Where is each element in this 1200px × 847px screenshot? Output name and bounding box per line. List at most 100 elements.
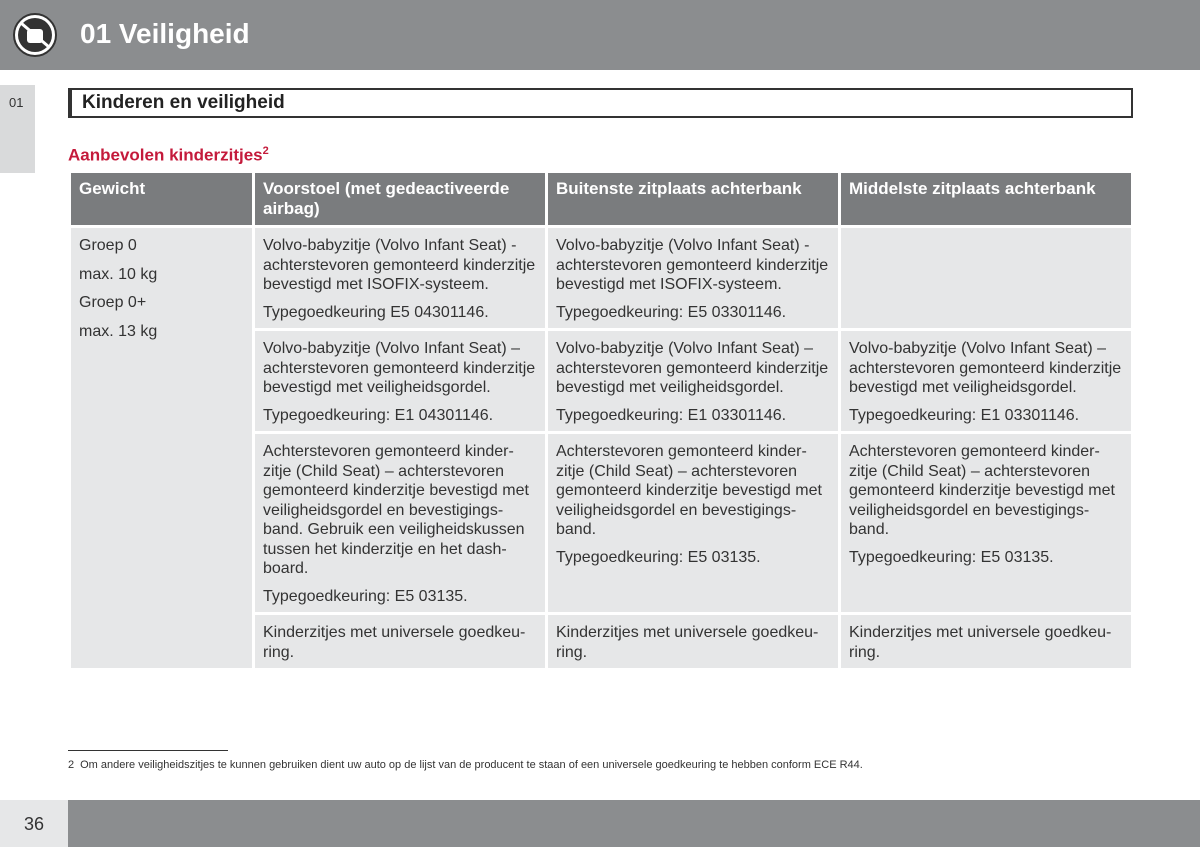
column-header: Gewicht bbox=[68, 170, 255, 228]
table-cell bbox=[838, 225, 1134, 331]
heading: Kinderen en veiligheid bbox=[82, 92, 285, 113]
paragraph: Typegoedkeuring: E1 04301146. bbox=[263, 406, 537, 426]
text-line: gemonteerd kinderzitje bevestigd met bbox=[556, 482, 822, 499]
text-line: gemonteerd kinderzitje bevestigd met bbox=[263, 482, 529, 499]
text-line: bevestigd met veiligheidsgordel. bbox=[849, 379, 1077, 396]
table-cell: Achterstevoren gemonteerd kinder-zitje (… bbox=[545, 431, 841, 615]
subtitle-text: Aanbevolen kinderzitjes bbox=[68, 145, 263, 165]
text-line: Typegoedkeuring: E5 03301146. bbox=[556, 303, 787, 321]
paragraph: Volvo-babyzitje (Volvo Infant Seat) – ach… bbox=[556, 339, 830, 398]
text-line: Typegoedkeuring: E1 03301146. bbox=[849, 406, 1080, 424]
text-line: zitje (Child Seat) – achterstevoren bbox=[849, 462, 1090, 480]
text-line: zitje (Child Seat) – achterstevoren bbox=[263, 462, 504, 480]
paragraph: Volvo-babyzitje (Volvo Infant Seat) - ach… bbox=[263, 236, 537, 295]
table-cell: Kinderzitjes met universele goedkeu-ring… bbox=[838, 612, 1134, 671]
text-line: bevestigd met veiligheidsgordel. bbox=[556, 379, 784, 396]
subtitle: Aanbevolen kinderzitjes2 bbox=[68, 145, 269, 166]
text-line: tussen het kinderzitje en het dash- bbox=[263, 540, 507, 558]
footnote-mark: 2 bbox=[68, 759, 75, 771]
footnote-ref: 2 bbox=[262, 145, 269, 157]
paragraph: Typegoedkeuring: E5 03135. bbox=[263, 587, 537, 607]
paragraph: Typegoedkeuring: E5 03301146. bbox=[556, 303, 830, 323]
paragraph: Typegoedkeuring: E5 03135. bbox=[556, 548, 830, 568]
paragraph: Groep 0 bbox=[79, 236, 244, 256]
text-line: ring. bbox=[849, 643, 881, 661]
text-line: band. bbox=[849, 521, 890, 538]
text-line: achterstevoren gemonteerd kinderzitje bbox=[849, 359, 1122, 377]
table-cell: Achterstevoren gemonteerd kinder-zitje (… bbox=[838, 431, 1134, 615]
table-row: Groep 0 max. 10 kg Groep 0+ max. 13 kg Volvo… bbox=[68, 225, 1134, 671]
paragraph: Groep 0+ bbox=[79, 293, 244, 313]
table-cell: Volvo-babyzitje (Volvo Infant Seat) – ach… bbox=[545, 328, 841, 434]
text-line: Typegoedkeuring: E1 04301146. bbox=[263, 406, 494, 424]
paragraph: Volvo-babyzitje (Volvo Infant Seat) – ach… bbox=[849, 339, 1123, 398]
paragraph: Kinderzitjes met universele goedkeu-ring… bbox=[849, 623, 1123, 662]
paragraph: Typegoedkeuring E5 04301146. bbox=[263, 303, 537, 323]
text-line: Typegoedkeuring: E5 03135. bbox=[556, 548, 761, 566]
safety-icon bbox=[13, 13, 57, 57]
text-line: Typegoedkeuring: E5 03135. bbox=[849, 548, 1054, 566]
footnote-text: Om andere veiligheidszitjes te kunnen ge… bbox=[80, 759, 863, 771]
text-line: Kinderzitjes met universele goedkeu- bbox=[556, 624, 819, 641]
text-line: Volvo-babyzitje (Volvo Infant Seat) - bbox=[263, 237, 517, 254]
text-line: Groep 0+ bbox=[79, 294, 147, 311]
text-line: zitje (Child Seat) – achterstevoren bbox=[556, 462, 797, 480]
text-line: Volvo-babyzitje (Volvo Infant Seat) – bbox=[556, 340, 814, 357]
text-line: gemonteerd kinderzitje bevestigd met bbox=[849, 482, 1115, 499]
weight-cell: Groep 0 max. 10 kg Groep 0+ max. 13 kg bbox=[68, 225, 255, 671]
paragraph: max. 10 kg bbox=[79, 265, 244, 285]
table-cell: Kinderzitjes met universele goedkeu-ring… bbox=[252, 612, 548, 671]
text-line: max. 13 kg bbox=[79, 322, 158, 340]
text-line: achterstevoren gemonteerd kinderzitje bbox=[556, 359, 829, 377]
paragraph: Typegoedkeuring: E1 03301146. bbox=[849, 406, 1123, 426]
text-line: achterstevoren gemonteerd kinderzitje bbox=[263, 359, 536, 377]
text-line: Achterstevoren gemonteerd kinder- bbox=[556, 443, 807, 460]
text-line: Typegoedkeuring E5 04301146. bbox=[263, 303, 489, 321]
tab-label: 01 bbox=[9, 95, 24, 110]
footnote: 2 Om andere veiligheidszitjes te kunnen g… bbox=[68, 759, 863, 771]
text-line: bevestigd met ISOFIX-systeem. bbox=[263, 276, 489, 293]
table-cell: Achterstevoren gemonteerd kinder-zitje (… bbox=[252, 431, 548, 615]
table-cell: Volvo-babyzitje (Volvo Infant Seat) – ach… bbox=[838, 328, 1134, 434]
chapter-tab: 01 bbox=[0, 85, 35, 173]
text-line: Achterstevoren gemonteerd kinder- bbox=[263, 443, 514, 460]
text-line: Typegoedkeuring: E5 03135. bbox=[263, 587, 468, 605]
text-line: bevestigd met veiligheidsgordel. bbox=[263, 379, 491, 396]
paragraph: Kinderzitjes met universele goedkeu-ring… bbox=[263, 623, 537, 662]
text-line: ring. bbox=[556, 643, 588, 661]
text-line: Typegoedkeuring: E1 03301146. bbox=[556, 406, 787, 424]
page-corner bbox=[0, 800, 68, 847]
text-line: max. 10 kg bbox=[79, 265, 158, 283]
paragraph: Achterstevoren gemonteerd kinder-zitje (… bbox=[556, 442, 830, 540]
column-header: Voorstoel (met gedeactiveerde airbag) bbox=[252, 170, 548, 228]
text-line: band. bbox=[556, 521, 597, 538]
text-line: board. bbox=[263, 560, 309, 577]
text-line: veiligheidsgordel en bevestigings- bbox=[556, 501, 797, 519]
table-row: Kinderzitjes met universele goedkeu-ring… bbox=[70, 612, 1134, 671]
column-header: Buitenste zitplaats achterbank bbox=[545, 170, 841, 228]
paragraph: Achterstevoren gemonteerd kinder-zitje (… bbox=[849, 442, 1123, 540]
text-line: Kinderzitjes met universele goedkeu- bbox=[849, 624, 1112, 641]
text-line: achterstevoren gemonteerd kinderzitje bbox=[263, 256, 536, 274]
table-cell: Volvo-babyzitje (Volvo Infant Seat) – ach… bbox=[252, 328, 548, 434]
text-line: Achterstevoren gemonteerd kinder- bbox=[849, 443, 1100, 460]
paragraph: max. 13 kg bbox=[79, 322, 244, 342]
column-header: Middelste zitplaats achterbank bbox=[838, 170, 1134, 228]
section-title: 01 Veiligheid bbox=[80, 18, 250, 49]
paragraph: Volvo-babyzitje (Volvo Infant Seat) - ach… bbox=[556, 236, 830, 295]
text-line: veiligheidsgordel en bevestigings- bbox=[263, 501, 504, 519]
header-row: Gewicht Voorstoel (met gedeactiveerde air… bbox=[68, 170, 1134, 228]
table-cell: Kinderzitjes met universele goedkeu-ring… bbox=[545, 612, 841, 671]
table-cell: Volvo-babyzitje (Volvo Infant Seat) - ach… bbox=[252, 225, 548, 331]
text-line: ring. bbox=[263, 643, 295, 661]
text-line: Groep 0 bbox=[79, 237, 137, 254]
table-row: Volvo-babyzitje (Volvo Infant Seat) – ach… bbox=[70, 328, 1134, 434]
seat-table: Gewicht Voorstoel (met gedeactiveerde air… bbox=[68, 170, 1134, 671]
text-line: Kinderzitjes met universele goedkeu- bbox=[263, 624, 526, 641]
page-number: 36 bbox=[24, 814, 45, 834]
footer-bar bbox=[68, 800, 1200, 847]
text-line: Volvo-babyzitje (Volvo Infant Seat) – bbox=[849, 340, 1107, 357]
text-line: Volvo-babyzitje (Volvo Infant Seat) - bbox=[556, 237, 810, 254]
paragraph: Typegoedkeuring: E1 03301146. bbox=[556, 406, 830, 426]
